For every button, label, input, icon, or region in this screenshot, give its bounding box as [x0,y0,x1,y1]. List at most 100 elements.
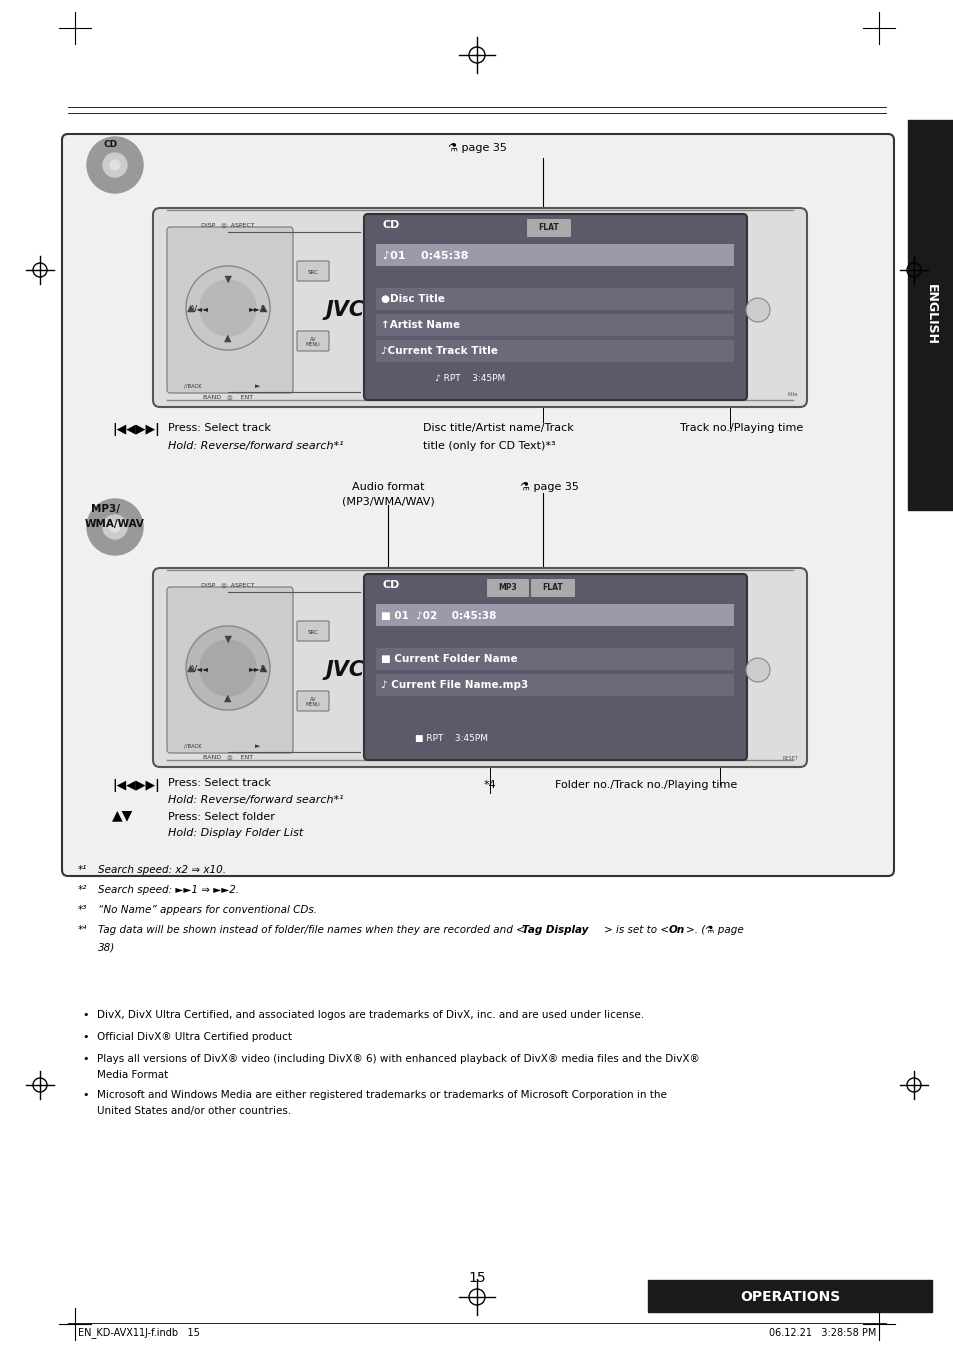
Text: V◄◄: V◄◄ [192,304,209,314]
Text: //BACK: //BACK [184,384,202,388]
Text: Disc title/Artist name/Track: Disc title/Artist name/Track [422,423,573,433]
Text: “No Name” appears for conventional CDs.: “No Name” appears for conventional CDs. [98,904,316,915]
Text: ⚗ page 35: ⚗ page 35 [448,143,506,153]
Text: ♪01    0:45:38: ♪01 0:45:38 [382,251,468,261]
Text: ▲: ▲ [224,633,232,644]
Text: Tag Display: Tag Display [521,925,588,936]
Text: *⁴: *⁴ [78,925,88,936]
Text: ▲: ▲ [224,273,232,283]
Text: SRC: SRC [307,269,318,274]
Text: ▲: ▲ [224,333,232,343]
Text: •: • [82,1055,89,1064]
Text: AV
MENU: AV MENU [305,337,320,347]
Text: •: • [82,1010,89,1019]
Text: Press: Select track: Press: Select track [168,423,271,433]
Text: Tag data will be shown instead of folder/file names when they are recorded and <: Tag data will be shown instead of folder… [98,925,524,936]
Text: Folder no./Track no./Playing time: Folder no./Track no./Playing time [555,780,737,790]
Circle shape [103,153,127,177]
FancyBboxPatch shape [167,227,293,393]
Text: 38): 38) [98,942,115,952]
Text: ■ 01  ♪02    0:45:38: ■ 01 ♪02 0:45:38 [380,611,496,621]
Text: Hold: Reverse/forward search*¹: Hold: Reverse/forward search*¹ [168,795,343,804]
Text: Hold: Reverse/forward search*¹: Hold: Reverse/forward search*¹ [168,441,343,452]
Text: DivX, DivX Ultra Certified, and associated logos are trademarks of DivX, inc. an: DivX, DivX Ultra Certified, and associat… [97,1010,643,1019]
Circle shape [110,522,120,531]
Text: CD: CD [104,141,118,149]
Text: ♪ RPT    3:45PM: ♪ RPT 3:45PM [435,373,505,383]
Text: SRC: SRC [307,630,318,634]
Text: OPERATIONS: OPERATIONS [740,1290,840,1303]
Text: title: title [787,392,798,397]
Text: >. (⚗ page: >. (⚗ page [685,925,743,936]
Text: BAND   ◎    ENT: BAND ◎ ENT [203,754,253,760]
Text: ▲: ▲ [187,662,194,673]
FancyBboxPatch shape [375,675,733,696]
Text: •: • [82,1032,89,1042]
FancyBboxPatch shape [375,339,733,362]
Circle shape [103,515,127,539]
Text: United States and/or other countries.: United States and/or other countries. [97,1106,291,1115]
Text: title (only for CD Text)*³: title (only for CD Text)*³ [422,441,555,452]
FancyBboxPatch shape [296,621,329,641]
FancyBboxPatch shape [296,261,329,281]
FancyBboxPatch shape [375,604,733,626]
FancyBboxPatch shape [167,587,293,753]
Text: On: On [668,925,684,936]
Text: |◀◀▶▶|: |◀◀▶▶| [112,423,159,437]
Text: JVC: JVC [325,660,364,680]
Text: MP3: MP3 [498,584,517,592]
Text: BAND   ◎    ENT: BAND ◎ ENT [203,395,253,399]
Circle shape [200,280,255,337]
FancyBboxPatch shape [296,691,329,711]
Text: ENGLISH: ENGLISH [923,284,937,346]
Text: ●Disc Title: ●Disc Title [380,293,444,304]
FancyBboxPatch shape [152,568,806,767]
Text: MP3/: MP3/ [91,504,120,514]
Text: *³: *³ [78,904,88,915]
FancyBboxPatch shape [526,219,571,237]
Text: JVC: JVC [325,300,364,320]
Text: ■ RPT    3:45PM: ■ RPT 3:45PM [415,734,488,742]
FancyBboxPatch shape [62,134,893,876]
Circle shape [110,160,120,170]
Text: Plays all versions of DivX® video (including DivX® 6) with enhanced playback of : Plays all versions of DivX® video (inclu… [97,1055,699,1064]
Text: V◄◄: V◄◄ [192,664,209,673]
FancyBboxPatch shape [375,243,733,266]
FancyBboxPatch shape [375,288,733,310]
Text: FLAT: FLAT [538,223,558,233]
Text: Official DivX® Ultra Certified product: Official DivX® Ultra Certified product [97,1032,292,1042]
Text: ►►A: ►►A [248,664,265,673]
Circle shape [87,137,143,193]
Text: ►: ► [255,744,260,749]
Bar [907,120,953,510]
Text: ▲: ▲ [224,694,232,703]
Circle shape [745,658,769,681]
Circle shape [186,626,270,710]
Text: Microsoft and Windows Media are either registered trademarks or trademarks of Mi: Microsoft and Windows Media are either r… [97,1090,666,1101]
Text: *4: *4 [483,780,496,790]
FancyBboxPatch shape [486,579,529,598]
Text: 15: 15 [468,1271,485,1284]
Text: RESET: RESET [781,756,797,760]
Text: (MP3/WMA/WAV): (MP3/WMA/WAV) [341,498,434,507]
Text: ♪ Current File Name.mp3: ♪ Current File Name.mp3 [380,680,528,690]
Text: •: • [82,1090,89,1101]
Bar [647,1280,931,1311]
Circle shape [745,297,769,322]
Text: ▲▼: ▲▼ [112,808,133,822]
FancyBboxPatch shape [364,214,746,400]
FancyBboxPatch shape [364,575,746,760]
Text: 06.12.21   3:28:58 PM: 06.12.21 3:28:58 PM [768,1328,875,1338]
Text: Hold: Display Folder List: Hold: Display Folder List [168,827,303,838]
Text: Track no./Playing time: Track no./Playing time [679,423,802,433]
Text: |◀◀▶▶|: |◀◀▶▶| [112,779,159,791]
Text: EN_KD-AVX11J-f.indb   15: EN_KD-AVX11J-f.indb 15 [78,1328,200,1338]
Circle shape [200,639,255,696]
Text: *¹: *¹ [78,865,88,875]
Text: ▲: ▲ [260,662,268,673]
Text: Audio format: Audio format [352,483,424,492]
Text: //BACK: //BACK [184,744,202,749]
Text: ▲: ▲ [187,303,194,314]
Text: Search speed: ►►1 ⇒ ►►2.: Search speed: ►►1 ⇒ ►►2. [98,886,239,895]
FancyBboxPatch shape [296,331,329,352]
